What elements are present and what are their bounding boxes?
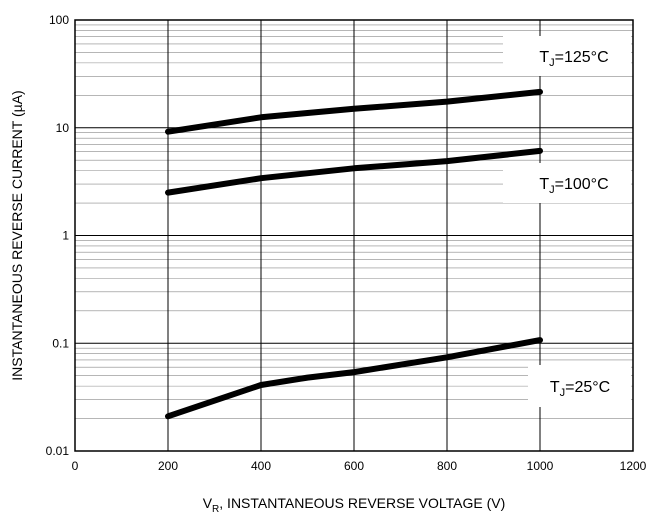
x-tick-label: 0 bbox=[72, 459, 79, 473]
series-label: TJ=25°C bbox=[550, 379, 610, 399]
curve-label-box bbox=[503, 163, 631, 203]
x-tick-label: 400 bbox=[251, 459, 271, 473]
x-tick-label: 800 bbox=[437, 459, 457, 473]
series-line bbox=[165, 88, 543, 135]
series-line bbox=[165, 337, 543, 420]
series-label: TJ=125°C bbox=[539, 49, 608, 69]
y-tick-label: 0.1 bbox=[52, 336, 69, 350]
curve-labels: TJ=125°C TJ=100°C TJ=25°C bbox=[539, 49, 610, 399]
y-tick-label: 1 bbox=[62, 229, 69, 243]
x-axis-title: VR, INSTANTANEOUS REVERSE VOLTAGE (V) bbox=[203, 495, 506, 515]
y-tick-label: 100 bbox=[49, 13, 69, 27]
x-tick-labels: 0 200 400 600 800 1000 1200 bbox=[72, 459, 647, 473]
series-line bbox=[165, 147, 543, 196]
curve-label-box bbox=[528, 365, 631, 407]
x-tick-label: 1200 bbox=[620, 459, 647, 473]
series-label: TJ=100°C bbox=[539, 176, 608, 196]
y-tick-labels: 0.01 0.1 1 10 100 bbox=[46, 13, 70, 458]
x-tick-label: 600 bbox=[344, 459, 364, 473]
curve-label-backgrounds bbox=[503, 36, 631, 407]
curve-label-box bbox=[503, 36, 631, 76]
x-tick-label: 1000 bbox=[527, 459, 554, 473]
y-axis-title: INSTANTANEOUS REVERSE CURRENT (µA) bbox=[9, 90, 25, 380]
y-tick-label: 0.01 bbox=[46, 444, 70, 458]
data-curves bbox=[165, 88, 543, 420]
x-tick-label: 200 bbox=[158, 459, 178, 473]
y-tick-label: 10 bbox=[56, 121, 70, 135]
plot-frame bbox=[74, 19, 634, 452]
